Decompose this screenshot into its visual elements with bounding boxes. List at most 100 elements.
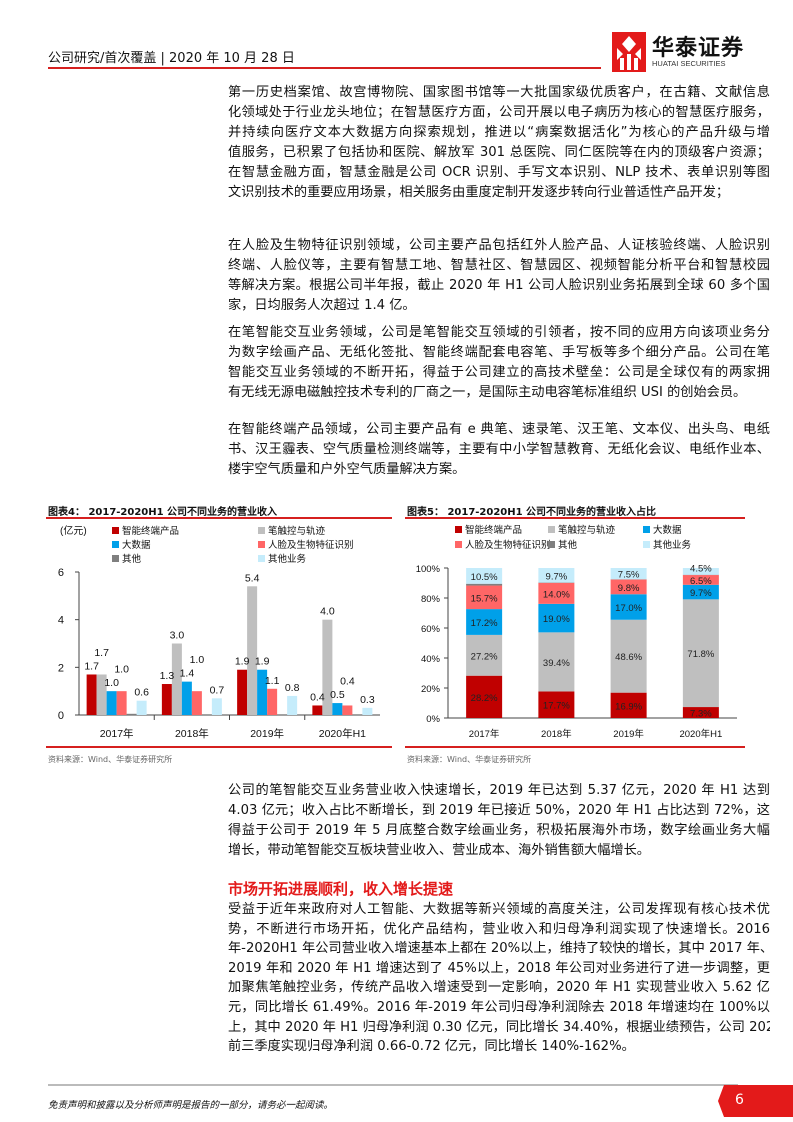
chart5-bar-segment	[682, 568, 719, 575]
chart4-data-label: 1.0	[104, 677, 119, 689]
text-line: 家，日均服务人次超过 1.4 亿。	[228, 298, 416, 313]
chart4-data-label: 0.5	[330, 689, 345, 701]
logo-text-en: HUATAI SECURITIES	[652, 59, 726, 68]
chart5-y-tick-label: 40%	[421, 654, 441, 665]
chart5-data-label: 19.0%	[543, 614, 570, 625]
chart4-bar	[211, 698, 222, 715]
chart4-bar	[247, 586, 258, 715]
chart4-legend-swatch	[258, 541, 265, 548]
chart4-y-tick-label: 6	[58, 567, 64, 579]
chart4-legend-swatch	[112, 541, 119, 548]
chart5-legend-label: 智能终端产品	[465, 524, 522, 536]
text-line: 在智慧金融方面，智慧金融是公司 OCR 识别、手写文本识别、NLP 技术、表单识…	[228, 165, 770, 180]
text-line: 势，不断进行市场开拓，优化产品结构，营业收入和归母净利润实现了快速增长。2016	[228, 921, 770, 937]
chart5-x-tick-label: 2019年	[613, 728, 644, 740]
paragraph-market-expansion: 受益于近年来政府对人工智能、大数据等新兴领域的高度关注，公司发挥现有核心技术优势…	[228, 900, 770, 1057]
chart4-x-tick-label: 2018年	[175, 727, 209, 740]
chart5-bar-segment	[466, 585, 503, 610]
chart4-data-label: 1.3	[160, 670, 175, 682]
chart4-data-label: 3.0	[170, 630, 185, 642]
chart4-bar	[287, 695, 298, 715]
chart4-bar	[332, 703, 343, 715]
chart5-bar-segment	[538, 568, 575, 583]
chart4-legend-label: 其他业务	[268, 553, 307, 565]
chart5-y-tick-label: 60%	[421, 624, 441, 635]
text-line: 加聚焦笔触控业务，传统产品收入增速受到一定影响，2020 年 H1 实现营业收入…	[228, 980, 770, 996]
chart5-data-label: 16.9%	[615, 701, 642, 712]
chart5-legend-label: 大数据	[653, 524, 682, 536]
chart5-x-tick-label: 2017年	[469, 728, 500, 740]
chart5-legend-label: 其他	[558, 539, 578, 551]
logo-text-cn: 华泰证券	[652, 36, 745, 61]
text-line: 终端、人脸仪等，主要有智慧工地、智慧社区、智慧园区、视频智能分析平台和智慧校园	[228, 258, 770, 273]
chart5-bar-segment	[538, 632, 575, 692]
chart4-x-tick-label: 2020年H1	[319, 727, 366, 740]
chart4-y-unit: (亿元)	[60, 524, 87, 537]
chart5-bar-segment	[610, 568, 647, 580]
chart4-data-label: 1.7	[94, 647, 109, 659]
chart5-data-label: 14.0%	[543, 589, 570, 600]
chart5-data-label: 17.7%	[543, 701, 570, 712]
paragraph-pen-revenue-growth: 公司的笔智能交互业务营业收入快速增长，2019 年已达到 5.37 亿元，202…	[228, 781, 770, 861]
chart5-y-tick-label: 0%	[426, 714, 440, 725]
chart5-legend-label: 人脸及生物特征识别	[465, 539, 551, 551]
chart5-y-tick-label: 80%	[421, 594, 441, 605]
text-line: 元，同比增长 61.49%。2016 年-2019 年公司归母净利润除去 201…	[228, 999, 770, 1015]
text-line: 上，其中 2020 年 H1 归母净利润 0.30 亿元，同比增长 34.40%…	[228, 1019, 770, 1035]
chart5-bar-segment	[466, 675, 503, 718]
chart4-bar	[267, 688, 278, 715]
chart5-data-label: 48.6%	[615, 652, 642, 663]
chart5-legend-label: 其他业务	[653, 539, 692, 551]
chart5-source: 资料来源：Wind、华泰证券研究所	[407, 755, 532, 764]
logo-mark-icon	[612, 32, 646, 72]
text-line: 第一历史档案馆、故宫博物院、国家图书馆等一大批国家级优质客户，在古籍、文献信息	[228, 85, 770, 100]
chart4-bar	[342, 705, 353, 715]
text-line: 在人脸及生物特征识别领域，公司主要产品包括红外人脸产品、人证核验终端、人脸识别	[228, 238, 770, 253]
paragraph-smart-terminal: 在智能终端产品领域，公司主要产品有 e 典笔、速录笔、汉王笔、文本仪、出头鸟、电…	[228, 420, 770, 480]
chart4-legend-label: 人脸及生物特征识别	[268, 539, 354, 551]
chart4-legend-swatch	[112, 527, 119, 534]
chart5-bar-segment	[466, 634, 503, 676]
chart4-x-tick-label: 2019年	[250, 727, 284, 740]
chart5-bar-segment	[682, 584, 719, 600]
chart4-bar	[116, 691, 127, 715]
text-line: 等解决方案。根据公司半年报，截止 2020 年 H1 公司人脸识别业务拓展到全球…	[228, 278, 770, 293]
chart5-y-tick-label: 100%	[416, 564, 441, 575]
chart4-legend-label: 笔触控与轨迹	[268, 525, 326, 537]
chart4-title: 图表4： 2017-2020H1 公司不同业务的营业收入	[48, 507, 278, 518]
text-line: 为数字绘画产品、无纸化签批、智能终端配套电容笔、手写板等多个细分产品。公司在笔	[228, 345, 770, 360]
header-breadcrumb: 公司研究/首次覆盖 | 2020 年 10 月 28 日	[48, 51, 295, 66]
chart4-bar	[86, 674, 97, 715]
chart5-data-label: 17.0%	[615, 603, 642, 614]
chart4-data-label: 1.4	[180, 668, 195, 680]
chart4-bar	[322, 619, 333, 715]
chart5-data-label: 71.8%	[687, 649, 714, 660]
footer-divider	[48, 1084, 738, 1086]
page-number-badge	[718, 1085, 793, 1117]
chart5-legend-swatch	[548, 526, 555, 533]
page-number: 6	[735, 1092, 744, 1108]
chart4-data-label: 1.1	[265, 675, 280, 687]
chart5-legend-swatch	[643, 526, 650, 533]
chart5-data-label: 17.2%	[471, 618, 498, 629]
huatai-logo: 华泰证券 HUATAI SECURITIES	[612, 32, 747, 72]
text-line: 楼宇空气质量和户外空气质量解决方案。	[228, 462, 466, 477]
text-line: 化领域处于行业龙头地位；在智慧医疗方面，公司开展以电子病历为核心的智慧医疗服务，	[228, 105, 770, 120]
chart5-bar-segment	[610, 619, 647, 693]
text-line: 书、汉王霾表、空气质量检测终端等，主要有中小学智慧教育、无纸化会议、电纸作业本、	[228, 442, 770, 457]
paragraph-ai-applications: 第一历史档案馆、故宫博物院、国家图书馆等一大批国家级优质客户，在古籍、文献信息化…	[228, 83, 770, 203]
chart4-bottom-rule	[46, 746, 392, 748]
chart5-data-label: 9.7%	[690, 588, 712, 599]
chart5-data-label: 9.7%	[546, 571, 568, 582]
chart5-bar-segment	[466, 609, 503, 635]
chart4-y-tick-label: 2	[58, 662, 64, 674]
chart5-bar-segment	[682, 575, 719, 585]
paragraph-face-recognition: 在人脸及生物特征识别领域，公司主要产品包括红外人脸产品、人证核验终端、人脸识别终…	[228, 236, 770, 316]
chart4-data-label: 0.3	[360, 694, 375, 706]
chart4-data-label: 5.4	[245, 572, 260, 584]
chart4-legend-label: 智能终端产品	[122, 525, 179, 537]
chart4-data-label: 0.7	[210, 684, 225, 696]
chart5-data-label: 6.5%	[690, 576, 712, 587]
chart5-legend-swatch	[548, 541, 555, 548]
